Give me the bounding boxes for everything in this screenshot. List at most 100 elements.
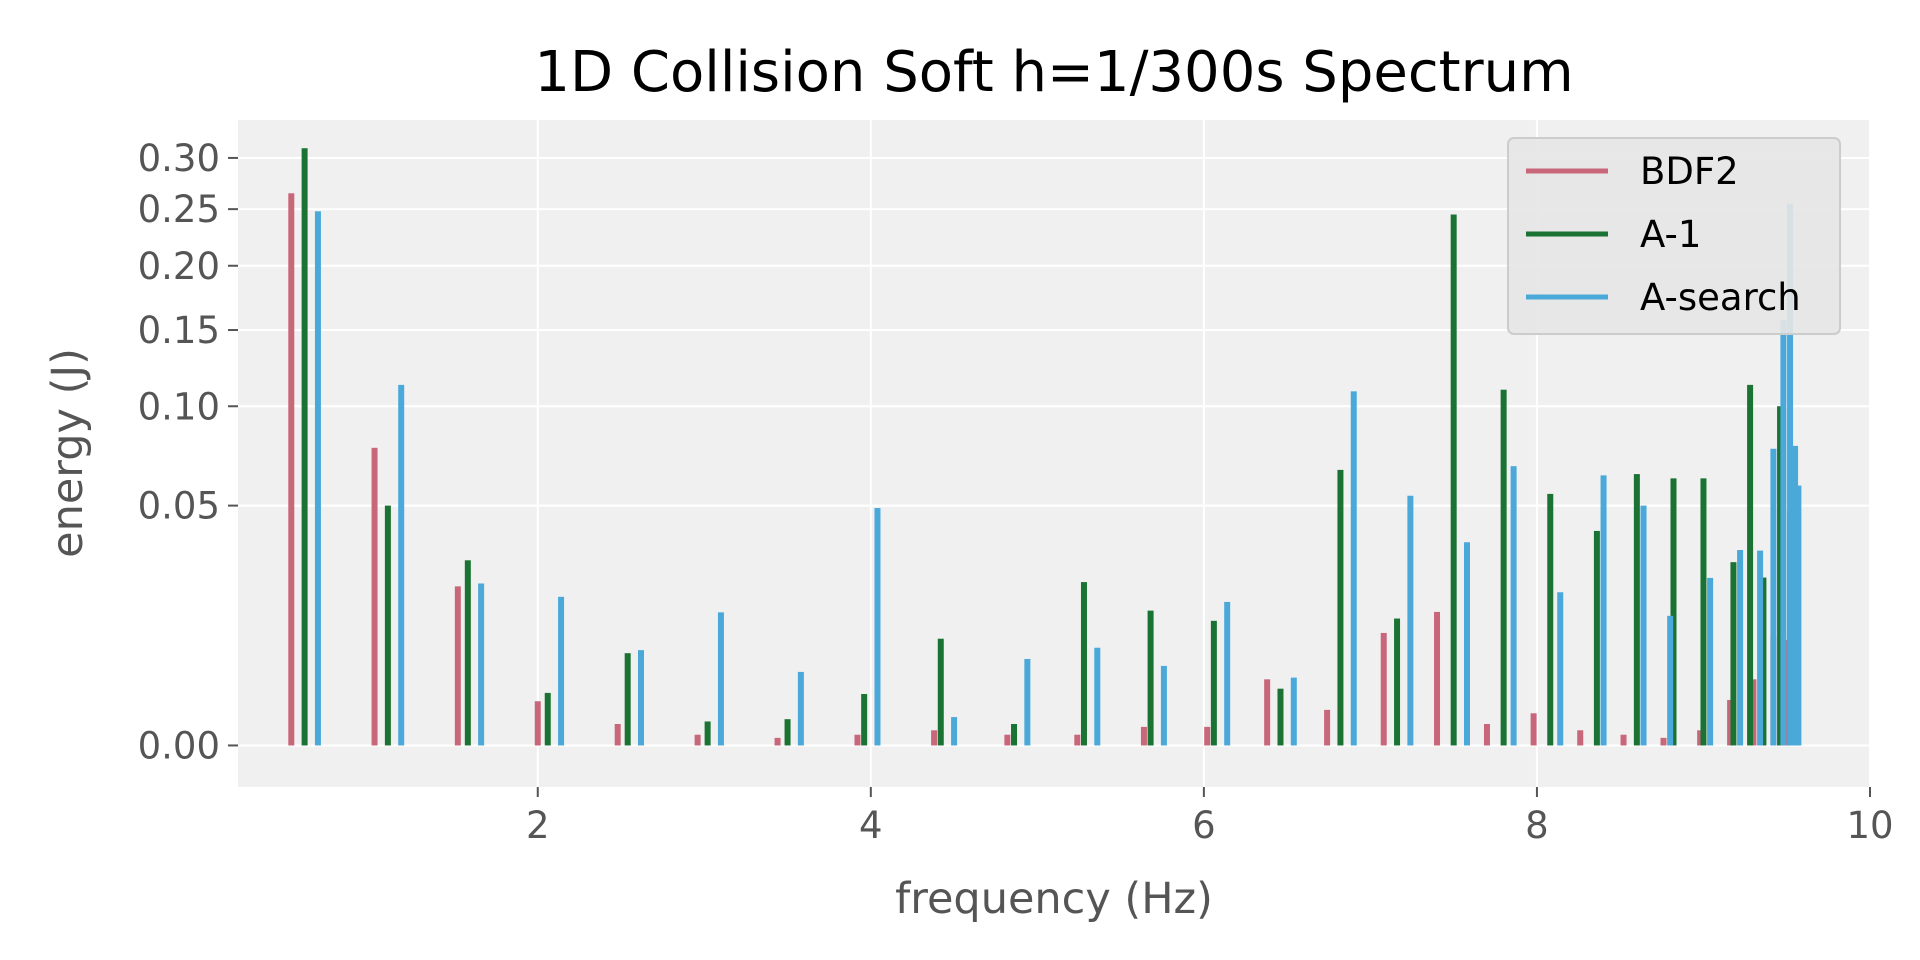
bar (1500, 389, 1507, 746)
legend-box (1507, 137, 1841, 335)
bar (1394, 618, 1401, 746)
y-axis-label: energy (J) (43, 348, 93, 558)
bar (1780, 320, 1787, 746)
bar (1094, 647, 1101, 746)
bar (1760, 577, 1767, 746)
bar (1747, 384, 1754, 746)
bar (704, 721, 711, 746)
bar (1593, 530, 1600, 746)
bar (1750, 679, 1757, 746)
bar (1337, 469, 1344, 746)
y-tick-label: 0.10 (138, 385, 220, 428)
bar (1737, 550, 1744, 746)
bar (1530, 713, 1537, 746)
bar (1204, 726, 1211, 746)
bar (937, 638, 944, 746)
bar (1140, 726, 1147, 746)
bar (1600, 475, 1607, 746)
bar (1004, 734, 1011, 746)
bar (1660, 737, 1667, 746)
bar (398, 384, 405, 746)
bar (1290, 677, 1297, 746)
bar (558, 596, 565, 746)
bar (638, 650, 645, 746)
y-tick-label: 0.15 (138, 309, 220, 352)
y-tick-label: 0.05 (138, 485, 220, 528)
bar (1700, 478, 1707, 746)
bar (1350, 391, 1357, 746)
bar (1483, 724, 1490, 746)
bar (288, 193, 295, 746)
bar (1011, 724, 1018, 746)
bar (1463, 542, 1470, 746)
bar (1792, 445, 1799, 746)
bar (1264, 679, 1271, 746)
x-tick-label: 4 (859, 804, 883, 847)
bar (464, 560, 471, 746)
bar (1707, 577, 1714, 746)
bar (1147, 610, 1154, 746)
bar (1210, 620, 1217, 746)
bar (544, 692, 551, 746)
bar (1224, 601, 1231, 746)
x-tick-label: 8 (1525, 804, 1549, 847)
bar (301, 148, 308, 746)
bar (1277, 688, 1284, 746)
bar (1727, 699, 1734, 746)
bar (1324, 709, 1331, 746)
bar (1620, 734, 1627, 746)
x-tick-label: 6 (1192, 804, 1216, 847)
bar (931, 730, 938, 746)
bar (861, 694, 868, 746)
bar (1450, 214, 1457, 746)
bar (1380, 632, 1387, 746)
bar (1787, 203, 1794, 746)
series-bdf2 (288, 193, 1797, 746)
y-tick-label: 0.00 (138, 724, 220, 767)
bar (1510, 466, 1517, 746)
x-axis-ticks: 2 4 6 8 10 (526, 787, 1894, 847)
x-axis-label: frequency (Hz) (895, 874, 1213, 924)
bar (314, 211, 321, 746)
legend-label: A-1 (1640, 213, 1701, 256)
bar (614, 724, 621, 746)
bar (384, 505, 391, 746)
bar (717, 612, 724, 746)
bar (694, 734, 701, 746)
bar (1080, 582, 1087, 746)
bar (624, 653, 631, 746)
bar (1557, 592, 1564, 746)
bar (1160, 665, 1167, 746)
legend-label: BDF2 (1640, 150, 1739, 193)
bar (1730, 562, 1737, 746)
bar (784, 719, 791, 746)
bars (288, 148, 1802, 746)
bar (797, 671, 804, 746)
bar (454, 586, 461, 746)
y-axis-ticks: 0.00 0.05 0.10 0.15 0.20 0.25 0.30 (138, 137, 238, 767)
bar (1407, 495, 1414, 746)
legend: BDF2 A-1 A-search (1507, 137, 1841, 335)
bar (1547, 493, 1554, 746)
chart-title: 1D Collision Soft h=1/300s Spectrum (534, 40, 1573, 105)
legend-label: A-search (1640, 276, 1801, 319)
bar (478, 583, 485, 746)
x-tick-label: 10 (1846, 804, 1893, 847)
bar (371, 447, 378, 746)
bar (1577, 730, 1584, 746)
bar (1633, 474, 1640, 746)
bar (1074, 734, 1081, 746)
bar (1795, 485, 1802, 746)
bar (854, 734, 861, 746)
bar (1770, 448, 1777, 746)
bar (774, 737, 781, 746)
bar (1757, 550, 1764, 746)
bar (1670, 478, 1677, 746)
bar (1697, 730, 1704, 746)
bar (874, 508, 881, 746)
x-tick-label: 2 (526, 804, 550, 847)
series-a-search (314, 203, 1802, 746)
bar (1024, 658, 1031, 746)
bar (1777, 406, 1784, 746)
